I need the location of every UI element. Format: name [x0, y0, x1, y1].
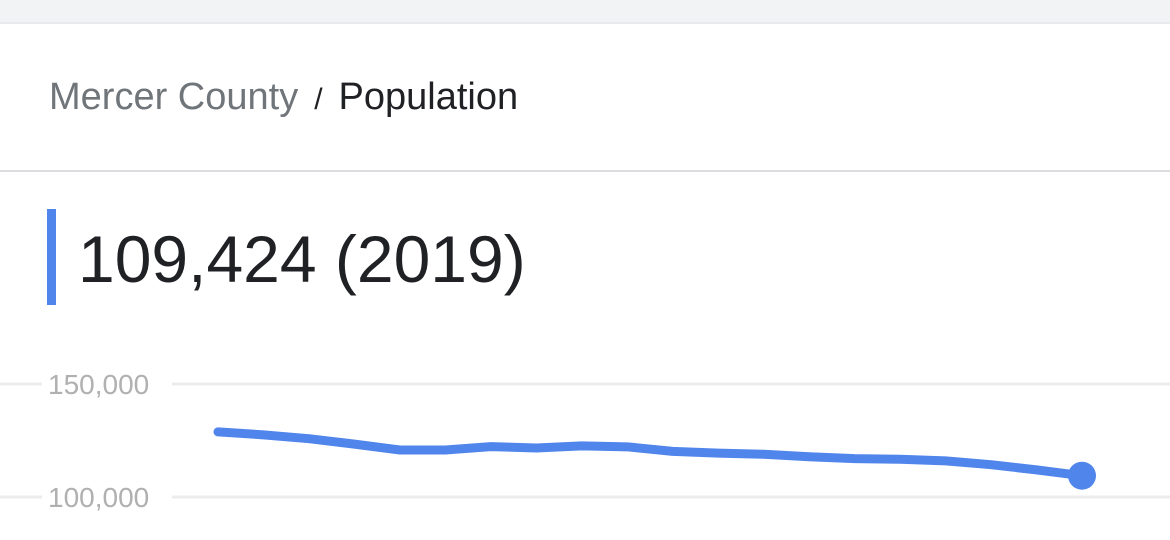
- data-point[interactable]: [441, 446, 449, 454]
- data-point[interactable]: [896, 455, 904, 463]
- data-point[interactable]: [532, 444, 540, 452]
- data-point[interactable]: [1033, 466, 1041, 474]
- data-point[interactable]: [350, 440, 358, 448]
- data-point[interactable]: [578, 442, 586, 450]
- y-tick-label: 100,000: [48, 482, 149, 513]
- data-point[interactable]: [760, 450, 768, 458]
- data-point[interactable]: [669, 447, 677, 455]
- population-chart[interactable]: 150,000 100,000: [0, 340, 1170, 540]
- data-point[interactable]: [259, 431, 267, 439]
- y-tick-label: 150,000: [48, 369, 149, 400]
- data-point[interactable]: [487, 443, 495, 451]
- data-point[interactable]: [396, 446, 404, 454]
- breadcrumb: Mercer County / Population: [49, 74, 518, 123]
- accent-bar: [47, 209, 56, 305]
- data-point[interactable]: [851, 455, 859, 463]
- data-point[interactable]: [805, 453, 813, 461]
- breadcrumb-parent-link[interactable]: Mercer County: [49, 76, 299, 118]
- series-line: [213, 427, 1087, 481]
- data-point[interactable]: [305, 435, 313, 443]
- tick-label-bg: [42, 366, 172, 402]
- breadcrumb-separator: /: [314, 83, 323, 116]
- top-bar: [0, 0, 1170, 24]
- last-point-marker[interactable]: [1068, 461, 1096, 490]
- data-point[interactable]: [987, 461, 995, 469]
- data-point[interactable]: [623, 443, 631, 451]
- divider: [0, 170, 1170, 172]
- headline-value: 109,424 (2019): [78, 222, 526, 296]
- breadcrumb-current: Population: [338, 76, 519, 118]
- data-point[interactable]: [942, 457, 950, 465]
- tick-label-bg: [42, 479, 172, 515]
- data-point[interactable]: [714, 449, 722, 457]
- data-point[interactable]: [214, 428, 222, 436]
